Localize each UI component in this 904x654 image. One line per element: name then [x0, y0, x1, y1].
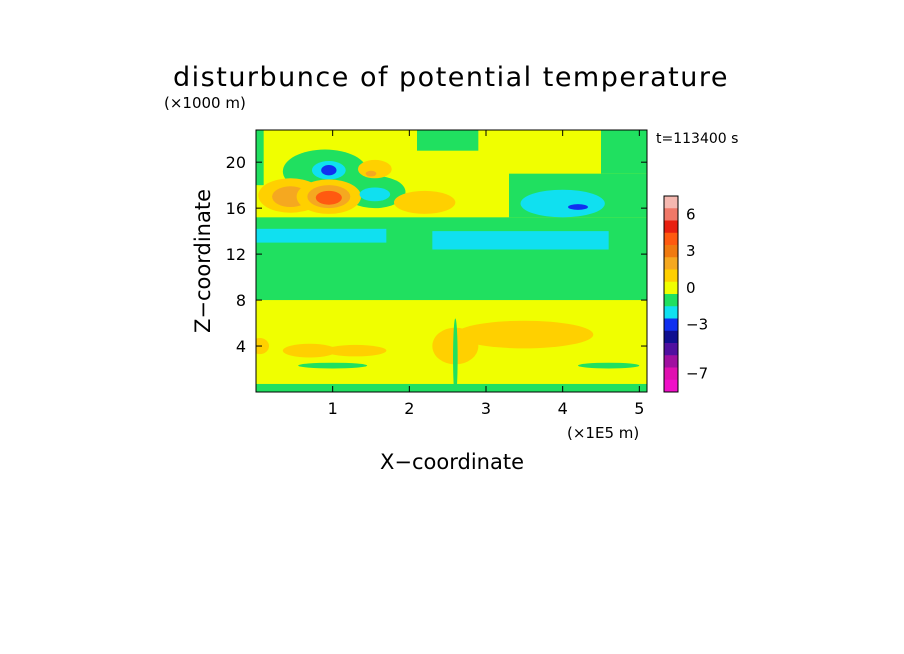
field-region: [394, 190, 456, 214]
y-tick-label: 4: [236, 337, 246, 356]
field-region: [256, 228, 387, 243]
colorbar-swatch: [664, 294, 678, 307]
field-region: [256, 130, 264, 186]
field-region: [455, 320, 594, 349]
y-tick-label: 8: [236, 291, 246, 310]
x-tick-label: 1: [328, 399, 338, 418]
colorbar-swatch: [664, 232, 678, 246]
field-region: [365, 170, 377, 177]
field-region: [298, 362, 368, 369]
colorbar-swatch: [664, 281, 678, 295]
x-axis-label: X−coordinate: [380, 450, 524, 474]
colorbar-label: 0: [686, 279, 696, 297]
colorbar-swatch: [664, 367, 678, 381]
colorbar-swatch: [664, 208, 678, 221]
y-tick-label: 16: [226, 199, 246, 218]
field-region: [520, 189, 605, 218]
field-region: [568, 204, 588, 210]
colorbar-swatch: [664, 330, 678, 344]
colorbar-swatch: [664, 196, 678, 209]
colorbar-swatch: [664, 257, 678, 270]
colorbar-swatch: [664, 245, 678, 258]
field-region: [359, 187, 391, 202]
colorbar-swatch: [664, 355, 678, 368]
y-unit-label: (×1000 m): [164, 94, 246, 112]
colorbar-label: −7: [686, 365, 708, 383]
colorbar-frame: [663, 195, 679, 393]
field-region: [601, 130, 647, 174]
field-region: [417, 130, 479, 151]
field-region: [432, 231, 609, 250]
x-tick-label: 4: [558, 399, 568, 418]
y-axis-label: Z−coordinate: [191, 189, 215, 333]
colorbar: 6 3 0 −3 −7: [663, 195, 708, 393]
field-region: [325, 344, 387, 357]
colorbar-swatch: [664, 269, 678, 283]
x-tick-label: 5: [634, 399, 644, 418]
plot-frame: [255, 129, 648, 393]
colorbar-swatch: [664, 318, 678, 332]
colorbar-label: −3: [686, 316, 708, 334]
field-region: [321, 165, 337, 176]
y-tick-label: 20: [226, 153, 246, 172]
colorbar-label: 3: [686, 242, 696, 260]
field-region: [256, 337, 270, 355]
x-tick-label: 2: [404, 399, 414, 418]
x-unit-label: (×1E5 m): [567, 424, 639, 442]
field-region: [282, 343, 337, 358]
colorbar-swatch: [664, 220, 678, 234]
field-region: [256, 383, 647, 392]
colorbar-swatch: [664, 379, 678, 393]
time-label: t=113400 s: [656, 131, 738, 147]
colorbar-label: 6: [686, 205, 696, 223]
x-tick-label: 3: [481, 399, 491, 418]
colorbar-swatch: [664, 343, 678, 356]
y-tick-label: 12: [226, 245, 246, 264]
field-region: [453, 318, 458, 392]
chart-title: disturbunce of potential temperature: [173, 62, 729, 93]
field-region: [315, 190, 342, 205]
field-region: [578, 362, 640, 369]
colorbar-swatch: [664, 306, 678, 319]
